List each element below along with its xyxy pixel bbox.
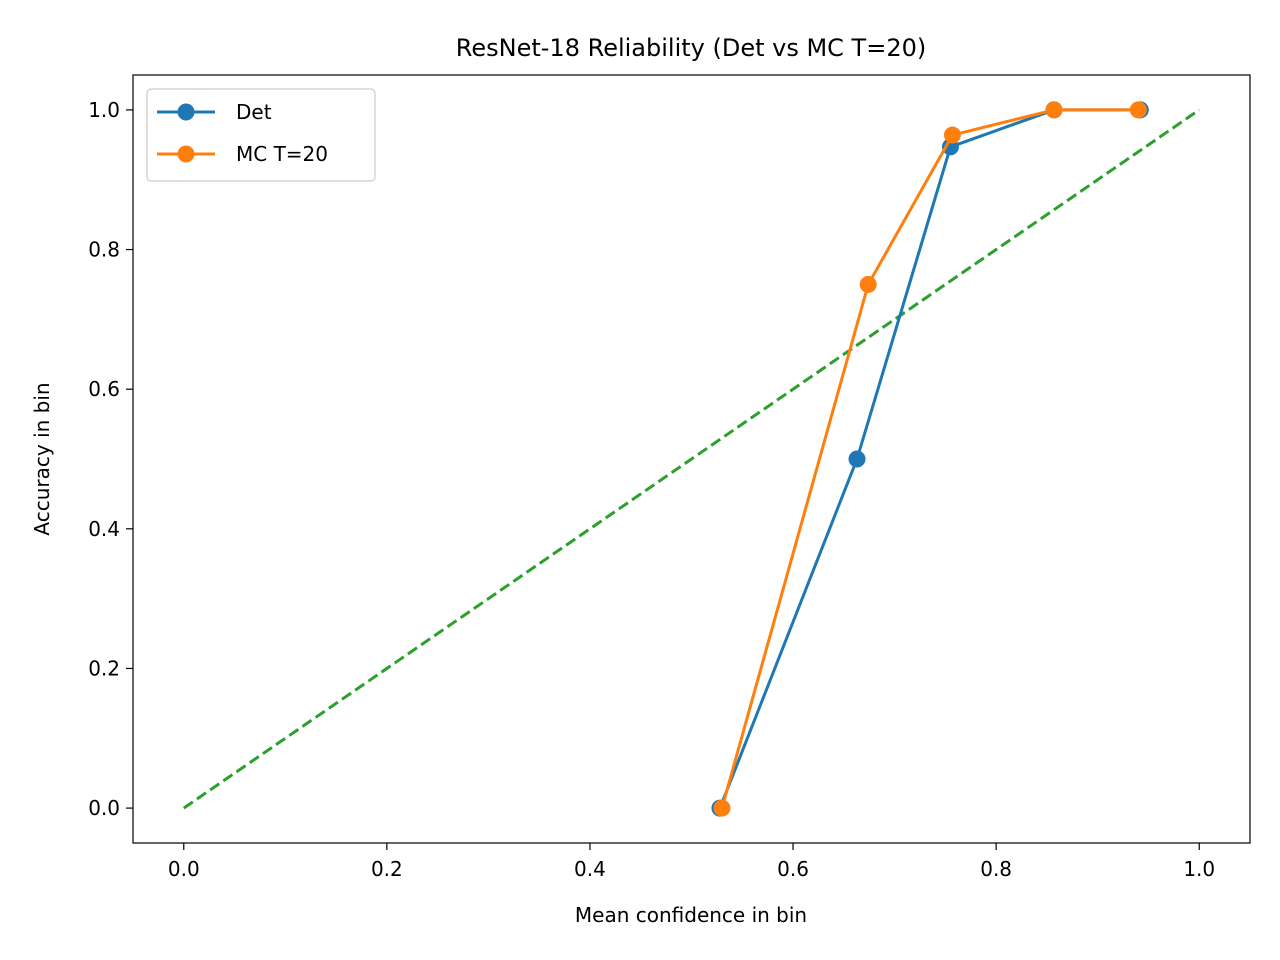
x-tick-label: 0.2 [371, 857, 403, 881]
data-point-mc-t-20 [1129, 101, 1147, 119]
reference-diagonal-line [182, 108, 1201, 810]
data-point-mc-t-20 [1045, 101, 1063, 119]
chart-title: ResNet-18 Reliability (Det vs MC T=20) [456, 34, 926, 62]
y-tick-label: 1.0 [88, 98, 120, 122]
data-point-mc-t-20 [859, 275, 877, 293]
y-tick-label: 0.2 [88, 656, 120, 680]
data-point-mc-t-20 [943, 126, 961, 144]
x-tick-label: 0.0 [168, 857, 200, 881]
legend-marker-mc-t-20 [177, 145, 195, 163]
y-tick-label: 0.6 [88, 377, 120, 401]
x-tick-label: 0.8 [980, 857, 1012, 881]
data-point-det [848, 450, 866, 468]
x-tick-label: 0.4 [574, 857, 606, 881]
y-tick-label: 0.0 [88, 796, 120, 820]
legend-label-det: Det [236, 100, 272, 124]
y-axis-label: Accuracy in bin [30, 382, 54, 535]
y-tick-label: 0.4 [88, 517, 120, 541]
axes-frame [132, 74, 1251, 844]
y-tick-label: 0.8 [88, 238, 120, 262]
x-tick-label: 1.0 [1183, 857, 1215, 881]
x-axis-label: Mean confidence in bin [575, 903, 807, 927]
legend-label-mc-t-20: MC T=20 [236, 142, 328, 166]
data-point-mc-t-20 [713, 799, 731, 817]
x-tick-label: 0.6 [777, 857, 809, 881]
legend-marker-det [177, 103, 195, 121]
